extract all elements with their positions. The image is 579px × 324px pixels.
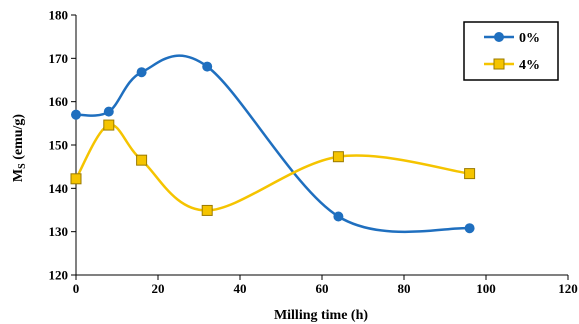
data-point	[70, 173, 82, 185]
y-tick-label: 130	[49, 224, 69, 239]
y-axis-title-unit: (emu/g)	[11, 114, 26, 164]
series-0	[71, 54, 475, 234]
data-point	[464, 168, 476, 180]
x-axis-title: Milling time (h)	[274, 308, 368, 323]
y-tick-label: 180	[49, 8, 69, 23]
legend-label: 0%	[519, 31, 540, 46]
legend-item-0: 0%	[484, 31, 540, 46]
x-tick-label: 80	[398, 281, 411, 296]
legend-items: 0% 4%	[484, 31, 540, 73]
data-point	[103, 119, 115, 131]
legend-marker	[494, 32, 504, 42]
data-point	[202, 61, 213, 72]
x-ticks: 0 20 40 60 80 100 120	[73, 275, 578, 296]
data-point	[464, 223, 475, 234]
data-point	[103, 106, 114, 117]
data-point	[136, 67, 147, 78]
x-tick-label: 20	[152, 281, 165, 296]
series-line	[74, 123, 470, 212]
data-point	[71, 109, 81, 120]
y-tick-label: 150	[49, 138, 69, 153]
y-tick-label: 140	[49, 181, 69, 196]
data-point	[332, 151, 344, 163]
y-axis-title: MS (emu/g)	[11, 114, 28, 182]
y-axis-title-main: M	[11, 169, 26, 182]
series-layer	[70, 54, 476, 234]
y-axis-title-subscript: S	[17, 163, 28, 169]
x-tick-label: 40	[234, 281, 247, 296]
y-tick-label: 160	[49, 94, 69, 109]
x-tick-label: 100	[476, 281, 496, 296]
x-tick-label: 0	[73, 281, 80, 296]
data-point	[201, 204, 213, 216]
series-1	[70, 119, 476, 216]
x-tick-label: 60	[316, 281, 329, 296]
legend-marker	[493, 58, 505, 70]
y-ticks: 120 130 140 150 160 170 180	[49, 8, 76, 283]
y-tick-label: 120	[49, 268, 69, 283]
y-tick-label: 170	[49, 51, 69, 66]
series-line	[75, 54, 470, 234]
x-tick-label: 120	[558, 281, 578, 296]
legend-label: 4%	[519, 58, 540, 73]
legend-box	[463, 21, 559, 81]
legend: 0% 4%	[463, 21, 559, 81]
data-point	[136, 154, 148, 166]
data-point	[333, 211, 344, 222]
legend-item-1: 4%	[484, 58, 540, 73]
